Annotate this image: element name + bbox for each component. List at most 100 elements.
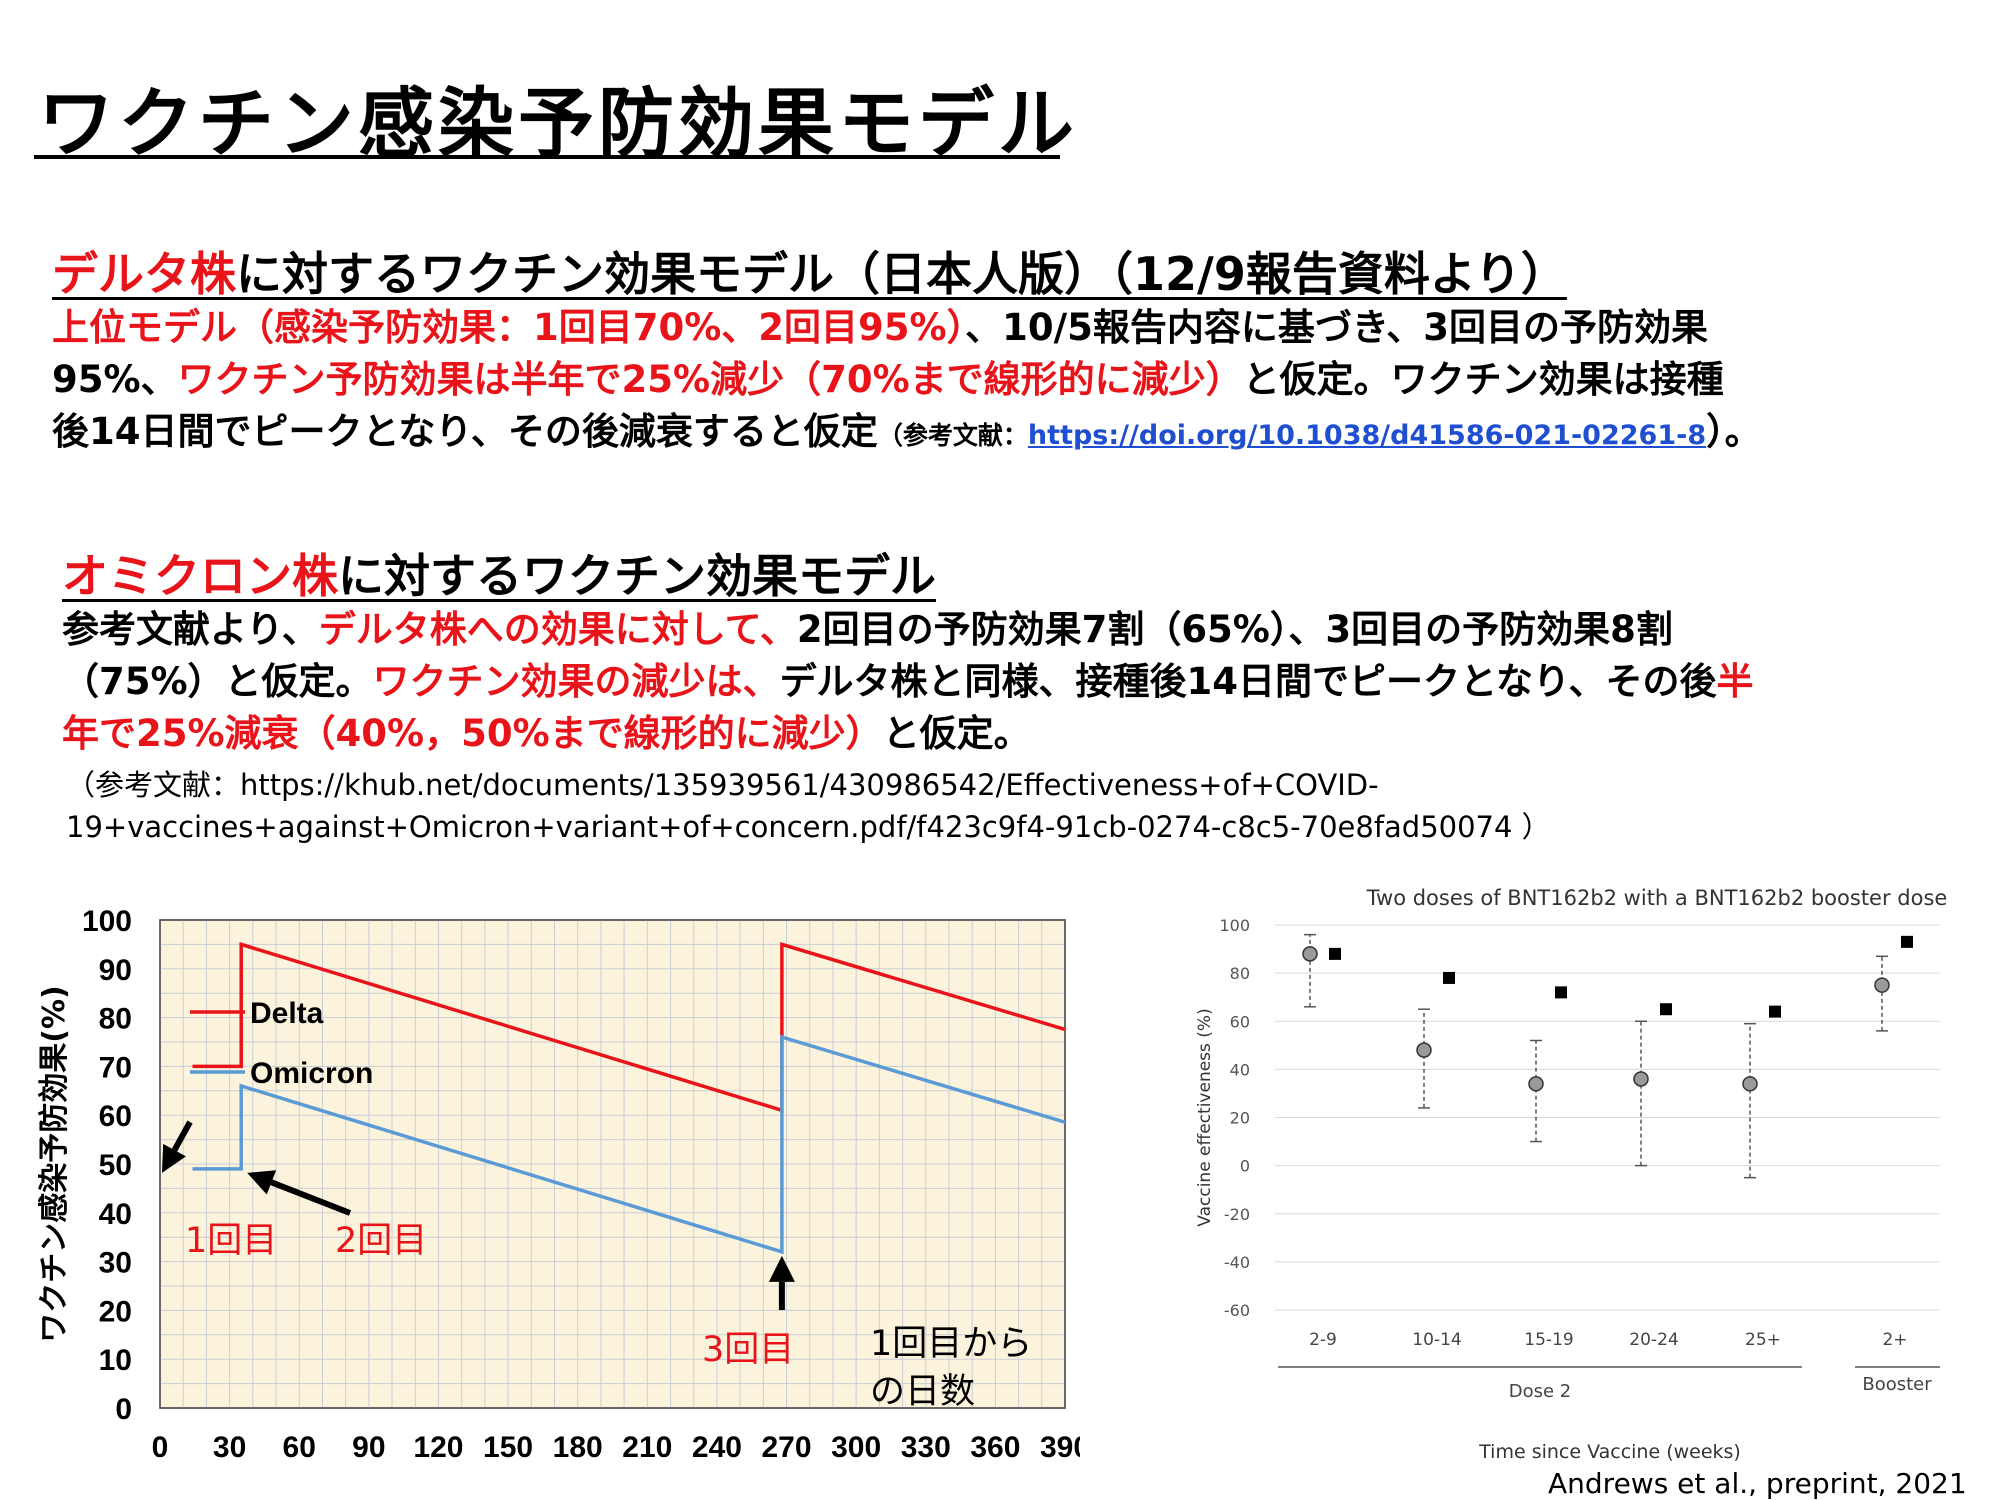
chart-title: Two doses of BNT162b2 with a BNT162b2 bo… — [1366, 886, 1948, 910]
legend-label-delta: Delta — [250, 997, 324, 1030]
delta-line-2-red: ワクチン予防効果は半年で25%減少（70%まで線形的に減少） — [177, 358, 1243, 401]
series-line-omicron — [192, 1034, 1065, 1255]
x-tick-label: 60 — [283, 1431, 316, 1464]
arrow-dose-1-head — [162, 1143, 186, 1173]
x-tick-label: 10-14 — [1412, 1330, 1461, 1350]
x-tick-label: 210 — [622, 1431, 672, 1464]
omicron-line-1: 参考文献より、デルタ株への効果に対して、2回目の予防効果7割（65%）、3回目の… — [62, 604, 1753, 656]
arrow-dose-2-shaft — [270, 1179, 352, 1216]
y-tick-label: 0 — [1240, 1157, 1250, 1176]
omicron-line-3-red: 年で25%減衰（40%，50%まで線形的に減少） — [62, 712, 883, 755]
y-tick-label: -20 — [1224, 1205, 1250, 1224]
data-point-square — [1660, 1003, 1672, 1016]
data-point-square — [1329, 947, 1341, 960]
x-tick-label: 360 — [970, 1431, 1020, 1464]
x-tick-label: 330 — [901, 1431, 951, 1464]
data-point-circle — [1528, 1076, 1544, 1092]
data-point-circle — [1874, 977, 1890, 993]
delta-paragraph: 上位モデル（感染予防効果：1回目70%、2回目95%）、10/5報告内容に基づき… — [52, 302, 1762, 462]
data-point-square — [1555, 986, 1567, 999]
x-axis-label: Time since Vaccine (weeks) — [1478, 1441, 1741, 1463]
x-tick-label: 2-9 — [1309, 1330, 1337, 1350]
x-tick-label: 120 — [413, 1431, 463, 1464]
y-tick-label: 80 — [1230, 964, 1250, 983]
delta-ref-close: ）。 — [1706, 410, 1762, 453]
y-tick-label: 100 — [1219, 916, 1250, 935]
y-tick-label: 40 — [1230, 1060, 1250, 1079]
y-tick-label: 60 — [99, 1100, 132, 1133]
omicron-line-2-b: デルタ株と同様、接種後14日間でピークとなり、その後 — [779, 660, 1717, 703]
x-tick-label: 180 — [553, 1431, 603, 1464]
data-point-circle — [1302, 946, 1318, 962]
x-tick-label: 15-19 — [1524, 1330, 1573, 1350]
group-label-dose-2: Dose 2 — [1509, 1381, 1572, 1402]
y-tick-label: 20 — [99, 1295, 132, 1328]
y-tick-label: 90 — [99, 954, 132, 987]
y-tick-label: 20 — [1230, 1109, 1250, 1128]
omicron-reference: （参考文献：https://khub.net/documents/1359395… — [66, 764, 1551, 848]
annotation-days-line-1: 1回目から — [870, 1324, 1032, 1364]
y-tick-label: -40 — [1224, 1253, 1250, 1272]
omicron-reference-line-2: 19+vaccines+against+Omicron+variant+of+c… — [66, 810, 1551, 844]
y-tick-label: 40 — [99, 1198, 132, 1231]
group-label-booster: Booster — [1862, 1374, 1932, 1395]
delta-line-2-a: 95%、 — [52, 358, 178, 401]
vaccine-model-chart: 0 10 20 30 40 50 60 70 80 90 100 0 30 60 90 120 150 180 21… — [37, 905, 1080, 1464]
x-tick-label: 25+ — [1745, 1330, 1781, 1350]
andrews-effectiveness-chart: Two doses of BNT162b2 with a BNT162b2 bo… — [1180, 870, 1960, 1470]
x-tick-label: 90 — [352, 1431, 385, 1464]
arrow-dose-2-head — [247, 1170, 277, 1195]
legend-label-omicron: Omicron — [250, 1057, 373, 1090]
x-tick-label: 0 — [152, 1431, 169, 1464]
data-point-circle — [1416, 1042, 1432, 1058]
omicron-line-1-red: デルタ株への効果に対して、 — [318, 608, 797, 651]
omicron-line-3-b: と仮定。 — [882, 712, 1031, 755]
omicron-line-2: （75%）と仮定。ワクチン効果の減少は、デルタ株と同様、接種後14日間でピークと… — [62, 656, 1753, 708]
delta-line-1-red: 上位モデル（感染予防効果：1回目70%、2回目95%） — [52, 306, 966, 349]
delta-line-2: 95%、ワクチン予防効果は半年で25%減少（70%まで線形的に減少）と仮定。ワク… — [52, 354, 1762, 406]
omicron-line-1-b: 2回目の予防効果7割（65%）、3回目の予防効果8割 — [796, 608, 1673, 651]
x-tick-label: 240 — [692, 1431, 742, 1464]
omicron-line-2-red-2: 半 — [1716, 660, 1754, 703]
data-point-circle — [1742, 1076, 1758, 1092]
x-tick-label: 270 — [762, 1431, 812, 1464]
delta-heading-rest: に対するワクチン効果モデル（日本人版）（12/9報告資料より） — [236, 247, 1567, 301]
y-tick-label: 10 — [99, 1344, 132, 1377]
x-tick-label: 30 — [213, 1431, 246, 1464]
delta-ref-open: （参考文献： — [877, 421, 1028, 450]
y-tick-label: 70 — [99, 1051, 132, 1084]
delta-line-2-b: と仮定。ワクチン効果は接種 — [1242, 358, 1724, 401]
delta-heading: デルタ株に対するワクチン効果モデル（日本人版）（12/9報告資料より） — [52, 238, 1567, 304]
page-title: ワクチン感染予防効果モデル — [38, 79, 1078, 168]
y-tick-label: 50 — [99, 1149, 132, 1182]
data-point-square — [1443, 971, 1455, 984]
delta-line-1: 上位モデル（感染予防効果：1回目70%、2回目95%）、10/5報告内容に基づき… — [52, 302, 1762, 354]
x-tick-label: 2+ — [1882, 1330, 1907, 1350]
omicron-reference-line-1: （参考文献：https://khub.net/documents/1359395… — [66, 768, 1379, 802]
annotation-days-line-2: の日数 — [870, 1372, 975, 1412]
omicron-heading: オミクロン株に対するワクチン効果モデル — [62, 540, 936, 606]
data-point-square — [1769, 1005, 1781, 1018]
annotation-dose-2: 2回目 — [335, 1221, 427, 1261]
omicron-line-1-a: 参考文献より、 — [62, 608, 319, 651]
y-axis-label: Vaccine effectiveness (%) — [1195, 1008, 1215, 1226]
x-tick-label: 300 — [831, 1431, 881, 1464]
chart-credit: Andrews et al., preprint, 2021 — [1548, 1467, 1967, 1500]
y-tick-label: 30 — [99, 1247, 132, 1280]
delta-heading-strain: デルタ株 — [52, 247, 236, 301]
arrow-dose-3-head — [768, 1255, 795, 1282]
y-tick-label: 0 — [115, 1393, 132, 1426]
doi-link[interactable]: https://doi.org/10.1038/d41586-021-02261… — [1027, 420, 1707, 451]
omicron-line-2-a: （75%）と仮定。 — [62, 660, 373, 703]
y-tick-label: -60 — [1224, 1301, 1250, 1320]
y-tick-label: 100 — [82, 905, 132, 938]
title-underline — [34, 155, 1060, 159]
plot-border — [159, 919, 1066, 1409]
annotation-dose-1: 1回目 — [185, 1221, 277, 1261]
y-axis-label: ワクチン感染予防効果(%) — [37, 985, 72, 1342]
x-tick-label: 390 — [1040, 1431, 1080, 1464]
delta-line-1-rest: 、10/5報告内容に基づき、3回目の予防効果 — [965, 306, 1709, 349]
y-tick-label: 60 — [1230, 1012, 1250, 1031]
omicron-heading-rest: に対するワクチン効果モデル — [338, 549, 936, 603]
data-point-square — [1901, 935, 1913, 948]
